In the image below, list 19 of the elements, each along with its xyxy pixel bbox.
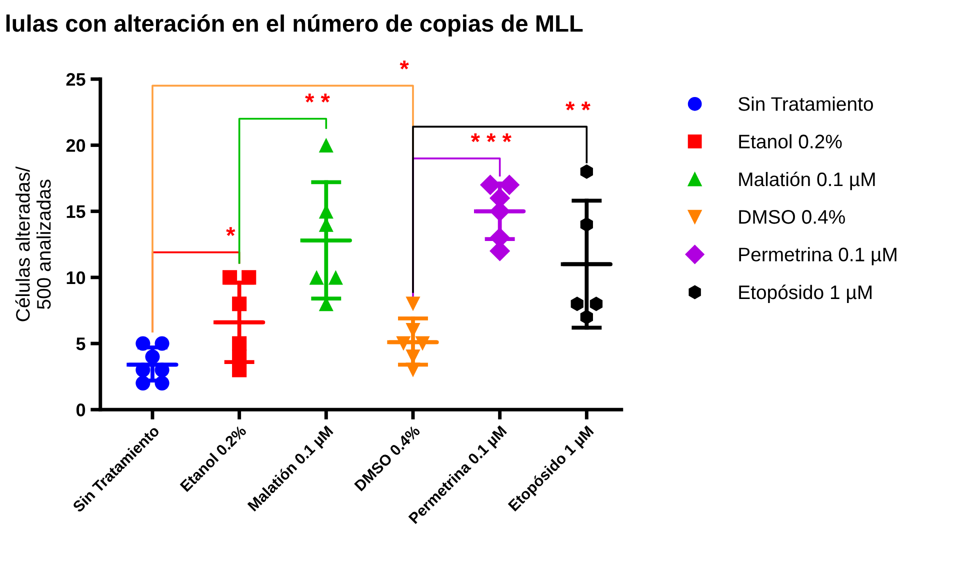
y-tick-label: 5 [76, 338, 86, 350]
annotation: * [400, 60, 409, 70]
y-axis-title: Células alteradas/ 500 analizadas [15, 166, 51, 322]
annotation: * * * [470, 133, 512, 142]
y-tick-label: 20 [66, 139, 86, 152]
y-tick-label: 10 [66, 271, 86, 284]
legend-label: DMSO 0.4% [739, 210, 845, 224]
annotation: * * [305, 94, 330, 102]
y-tick-label: 15 [66, 205, 86, 218]
chart-title: lulas con alteración en el número de copias de MLL [6, 14, 583, 37]
annotation: * [226, 227, 236, 236]
legend-label: Etanol 0.2% [739, 134, 842, 148]
legend-label: Malatión 0.1 µM [739, 172, 875, 190]
legend-label: Permetrina 0.1 µM [739, 247, 896, 266]
legend-label: Etopósido 1 µM [739, 284, 872, 304]
annotation: * * [566, 102, 590, 110]
y-tick-label: 25 [66, 73, 86, 86]
legend-label: Sin Tratamiento [738, 96, 873, 111]
y-tick-label: 0 [76, 404, 86, 416]
